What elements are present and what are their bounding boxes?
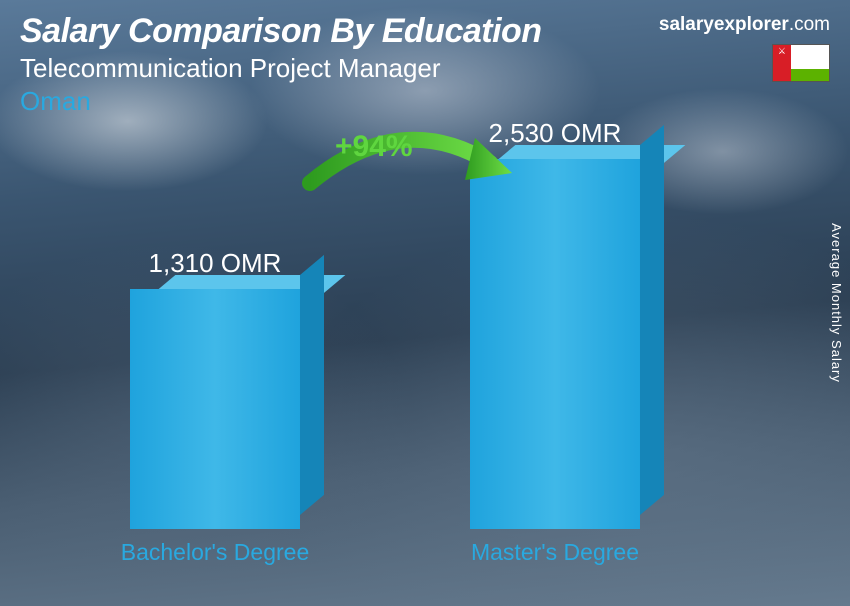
bar-label: Bachelor's Degree [121, 539, 310, 566]
chart-area: +94% 1,310 OMRBachelor's Degree2,530 OMR… [0, 130, 850, 606]
increase-value: +94% [335, 130, 413, 164]
bar-3d [130, 289, 300, 529]
brand-base: salaryexplorer [659, 14, 789, 35]
bar-label: Master's Degree [471, 539, 639, 566]
brand-name: salaryexplorer.com [659, 14, 830, 36]
country-label: Oman [20, 86, 830, 117]
bar-side-face [300, 255, 324, 515]
flag-icon: ⚔ [772, 44, 830, 82]
y-axis-label: Average Monthly Salary [829, 223, 844, 383]
brand-suffix: .com [789, 14, 830, 35]
bar-front-face [130, 289, 300, 529]
flag-emblem-icon: ⚔ [776, 46, 787, 55]
branding: salaryexplorer.com ⚔ [659, 14, 830, 82]
bar-side-face [640, 125, 664, 515]
increase-badge: +94% [335, 130, 413, 164]
bar-container: 1,310 OMRBachelor's Degree [130, 248, 300, 566]
